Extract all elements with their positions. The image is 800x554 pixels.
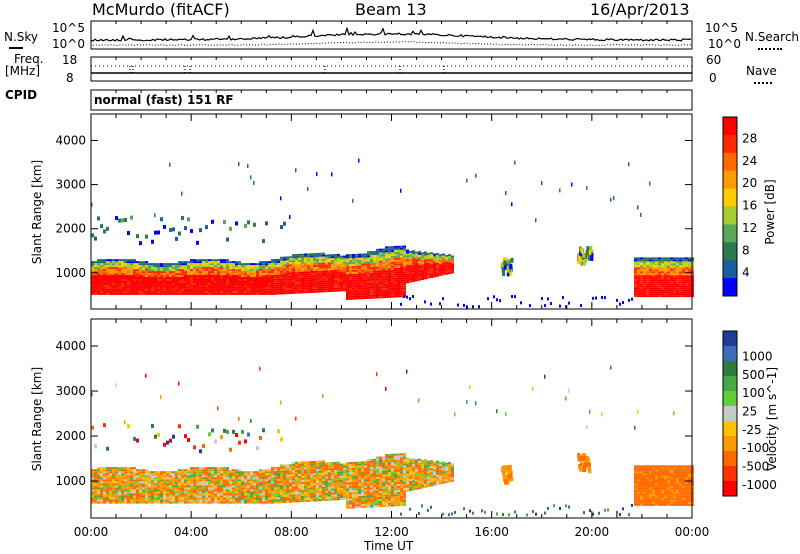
noise-right-tick-top: 10^5 <box>705 21 738 35</box>
nsky-label: N.Sky <box>4 30 39 44</box>
velocity-colorbar-tick: -500 <box>742 460 769 474</box>
power-colorbar <box>722 116 738 297</box>
x-tick-label: 16:00 <box>474 525 509 539</box>
power-colorbar-tick: 4 <box>742 266 750 280</box>
power-colorbar-tick: 24 <box>742 154 757 168</box>
cpid-value: normal (fast) 151 RF <box>94 93 234 107</box>
freq-tick-18: 18 <box>62 53 78 67</box>
x-tick-label: 00:00 <box>675 525 710 539</box>
noise-left-tick-bottom: 10^0 <box>52 37 85 51</box>
velocity-colorbar-tick: 1000 <box>742 350 773 364</box>
y-tick-label: 2000 <box>55 429 86 443</box>
y-tick-label: 3000 <box>55 384 86 398</box>
nave-tick-60: 60 <box>706 53 722 67</box>
power-colorbar-tick: 12 <box>742 221 757 235</box>
noise-right-tick-bottom: 10^0 <box>708 37 741 51</box>
x-tick-label: 12:00 <box>374 525 409 539</box>
nave-label: Nave <box>746 64 777 78</box>
x-tick-label: 20:00 <box>575 525 610 539</box>
x-tick-label: 08:00 <box>274 525 309 539</box>
y-tick-label: 2000 <box>55 222 86 236</box>
velocity-colorbar-tick: -100 <box>742 441 769 455</box>
nsearch-legend-line <box>758 48 782 50</box>
x-axis-label: Time UT <box>364 539 414 553</box>
y-tick-label: 4000 <box>55 133 86 147</box>
freq-tick-8: 8 <box>66 71 74 85</box>
velocity-colorbar-tick: 100 <box>742 386 765 400</box>
power-colorbar-tick: 8 <box>742 243 750 257</box>
nave-legend-line <box>754 82 772 84</box>
velocity-colorbar-tick: -1000 <box>742 478 777 492</box>
y-tick-label: 4000 <box>55 339 86 353</box>
beam-title: Beam 13 <box>355 0 427 19</box>
velocity-colorbar-tick: 500 <box>742 368 765 382</box>
velocity-colorbar-tick: 25 <box>742 405 757 419</box>
y-tick-label: 1000 <box>55 474 86 488</box>
nsearch-label: N.Search <box>745 30 800 44</box>
cpid-label: CPID <box>5 88 38 102</box>
y-tick-label: 1000 <box>55 266 86 280</box>
y-tick-label: 3000 <box>55 178 86 192</box>
nsky-curve <box>90 26 692 42</box>
x-tick-label: 00:00 <box>74 525 109 539</box>
velocity-colorbar-label: Velocity [m s^-1] <box>765 366 779 472</box>
velocity-heatmap <box>91 365 694 517</box>
freq-panel-frame <box>90 56 693 82</box>
velocity-colorbar <box>722 330 738 497</box>
noise-left-tick-top: 10^5 <box>52 21 85 35</box>
power-y-axis-label: Slant Range [km] <box>30 159 44 265</box>
power-colorbar-tick: 28 <box>742 131 757 145</box>
date-title: 16/Apr/2013 <box>590 0 690 19</box>
mhz-label: [MHz] <box>5 64 41 78</box>
station-title: McMurdo (fitACF) <box>92 0 230 19</box>
freq-label: Freq. <box>14 52 44 66</box>
nave-tick-0: 0 <box>709 71 717 85</box>
power-heatmap <box>91 158 694 309</box>
velocity-y-axis-label: Slant Range [km] <box>30 366 44 472</box>
nsky-legend-line <box>9 47 23 49</box>
power-colorbar-tick: 16 <box>742 199 757 213</box>
power-colorbar-tick: 20 <box>742 176 757 190</box>
power-colorbar-label: Power [dB] <box>763 179 777 245</box>
velocity-colorbar-tick: -25 <box>742 423 762 437</box>
x-tick-label: 04:00 <box>174 525 209 539</box>
nsearch-curve <box>90 41 692 47</box>
